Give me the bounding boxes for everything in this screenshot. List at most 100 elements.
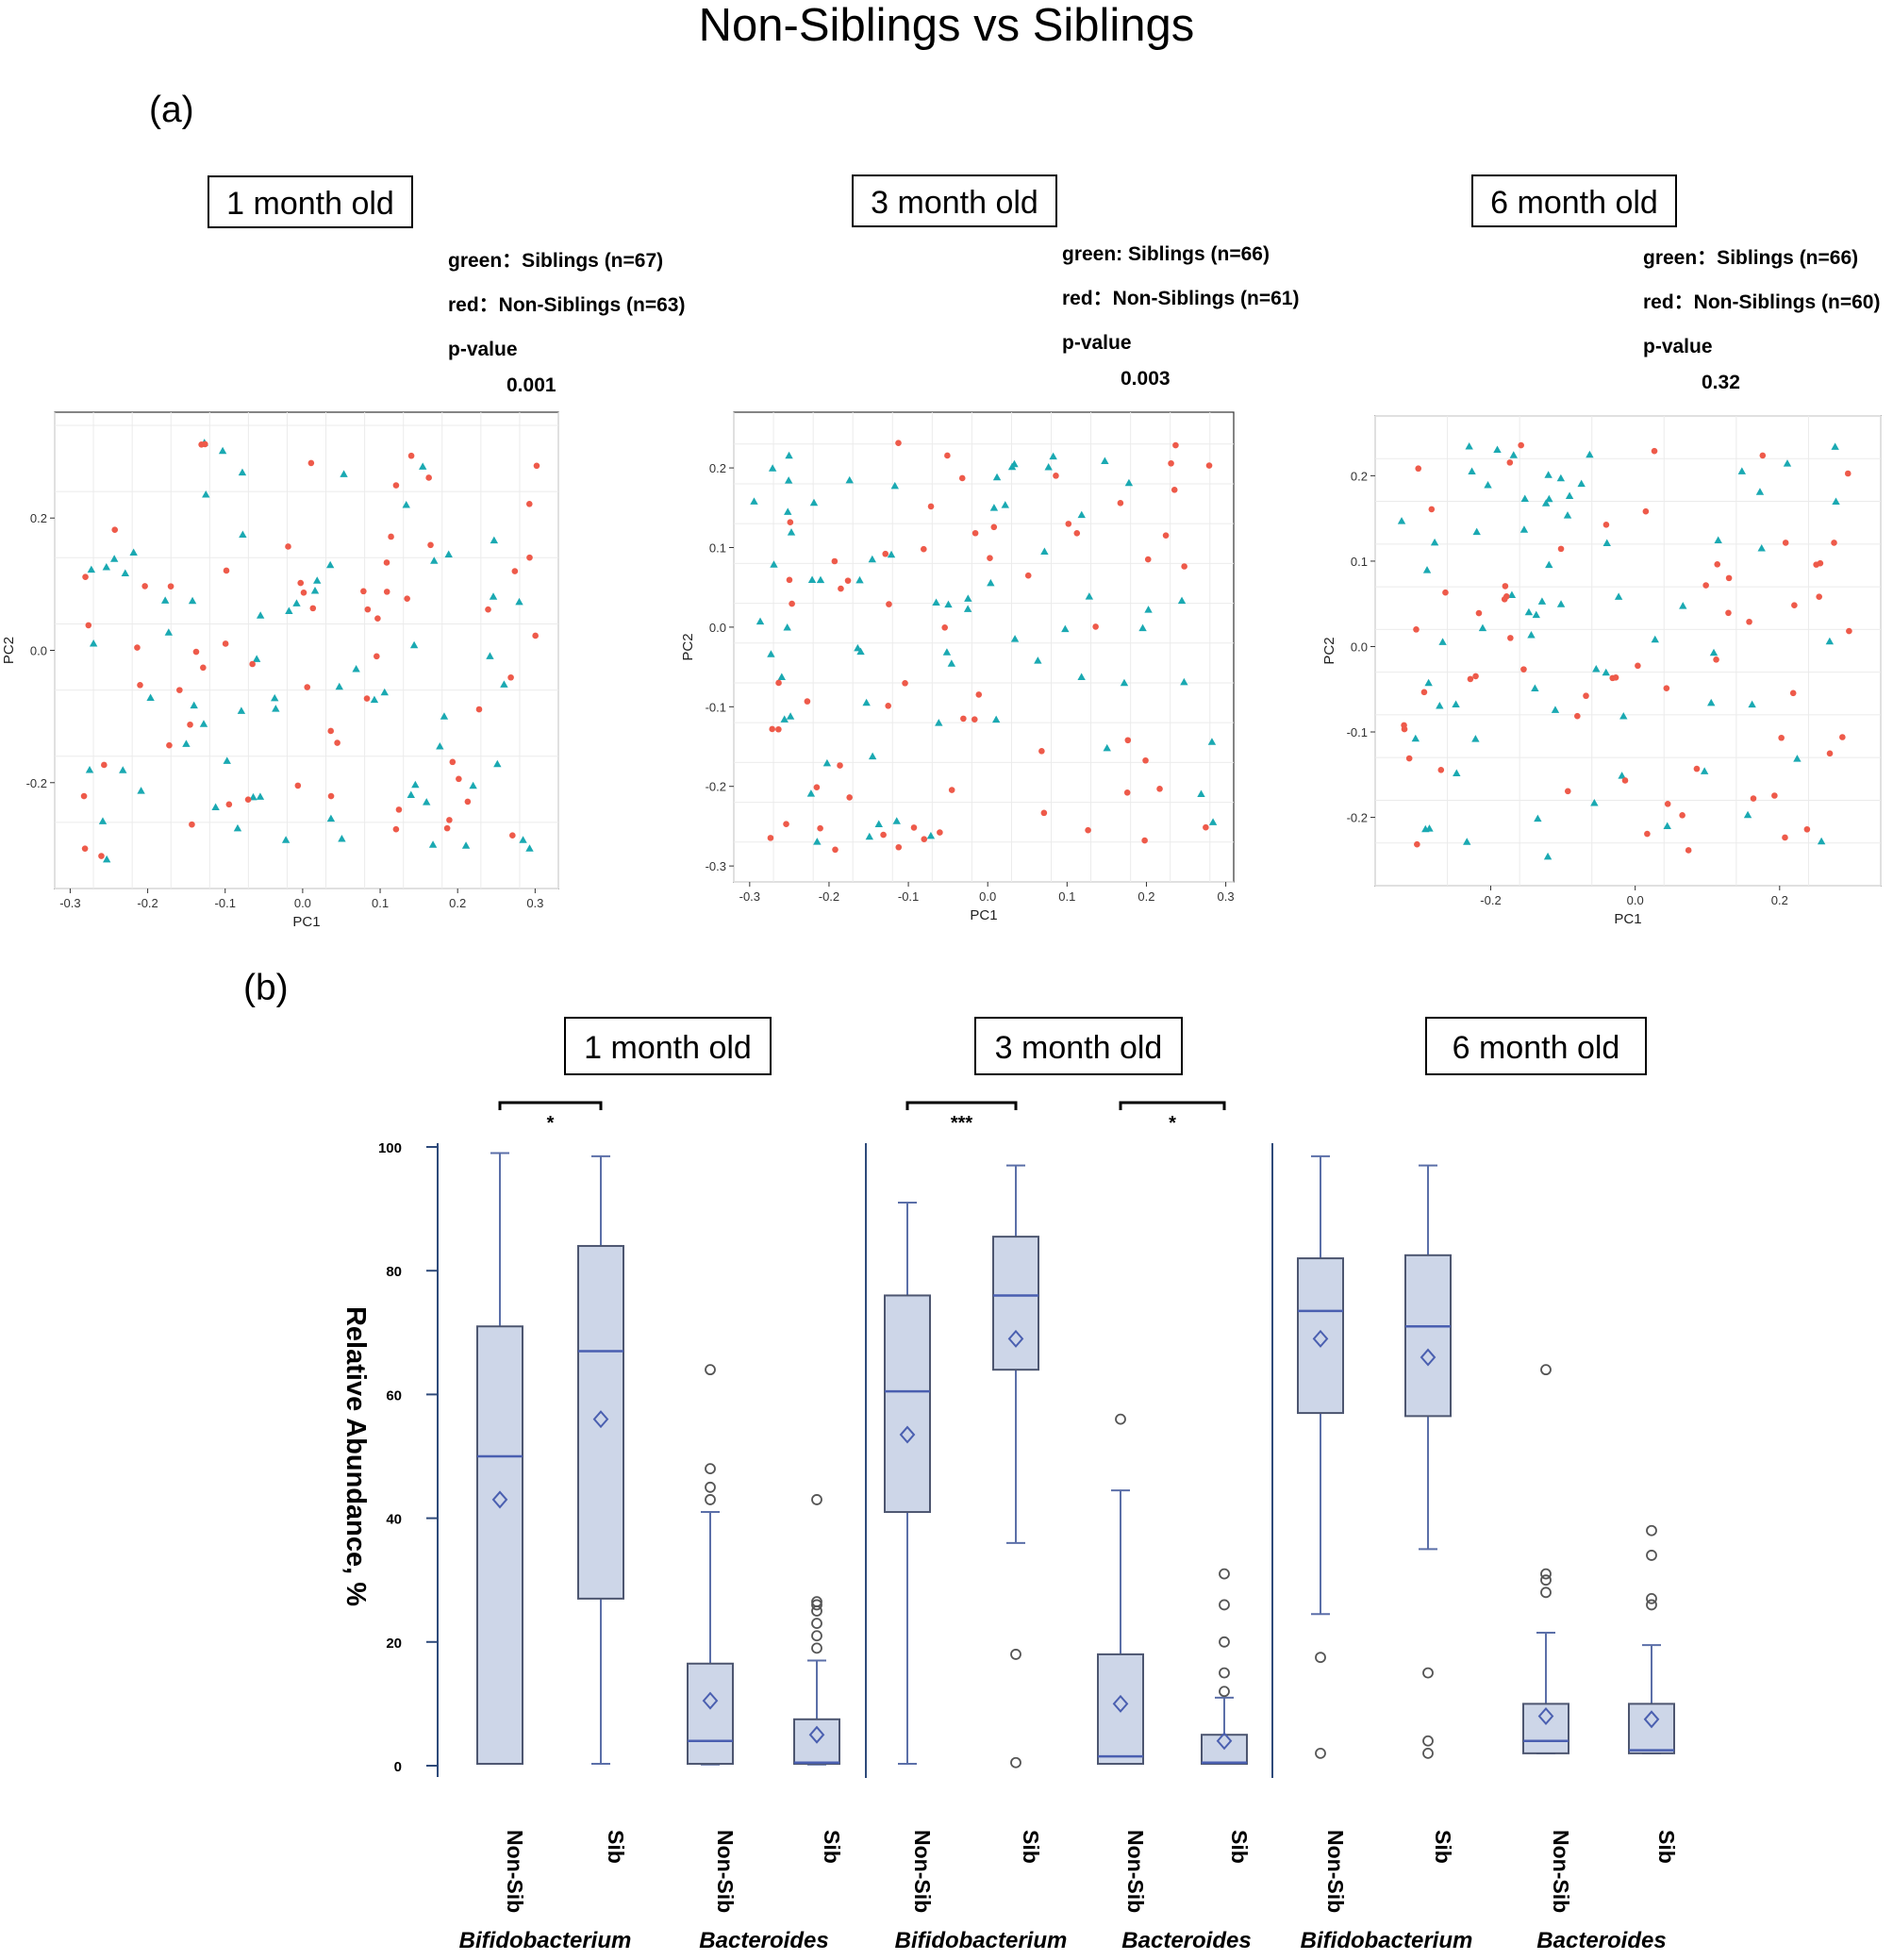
- sibling-point: [338, 834, 346, 842]
- significance-bracket: [905, 1101, 1018, 1110]
- sibling-point: [1077, 673, 1086, 680]
- y-tick-label: 0.1: [709, 540, 726, 555]
- sibling-point: [1825, 637, 1835, 645]
- outlier-point: [1646, 1550, 1657, 1561]
- y-tick-label: -0.1: [1347, 725, 1368, 739]
- sibling-point: [1422, 566, 1432, 573]
- sibling-point: [1532, 610, 1540, 619]
- category-label: Non-Sib: [1123, 1830, 1148, 1913]
- non-sibling-point: [960, 715, 967, 723]
- significance-label: *: [1169, 1113, 1176, 1134]
- sibling-point: [237, 706, 246, 714]
- non-sibling-point: [1038, 748, 1045, 755]
- iqr-box: [577, 1244, 624, 1600]
- sibling-point: [868, 555, 876, 563]
- non-sibling-point: [189, 821, 195, 828]
- x-tick-label: 0.2: [1137, 889, 1154, 904]
- pcoa-6m-plot: -0.2 0.0 0.2 -0.2 -0.1 0.0 0.1 0.2 PC1 PC2: [1321, 415, 1882, 927]
- non-sibling-point: [427, 541, 434, 549]
- sibling-point: [1531, 684, 1539, 691]
- main-title: Non-Siblings vs Siblings: [698, 0, 1195, 51]
- category-label: Non-Sib: [503, 1830, 527, 1913]
- sibling-point: [1619, 711, 1628, 720]
- y-axis-label: Relative Abundance, %: [340, 1306, 371, 1606]
- mean-marker: [1537, 1707, 1554, 1726]
- legend-non-siblings: red：Non-Siblings (n=61): [1062, 288, 1300, 309]
- non-sibling-point: [374, 653, 380, 660]
- non-sibling-point: [297, 579, 305, 587]
- non-sibling-point: [1203, 823, 1209, 831]
- mean-marker: [1112, 1694, 1129, 1713]
- non-sibling-point: [958, 474, 966, 482]
- sibling-point: [411, 780, 420, 789]
- sibling-point: [944, 600, 953, 608]
- outlier-point: [1540, 1586, 1552, 1599]
- sibling-point: [770, 560, 778, 568]
- sibling-point: [238, 468, 247, 476]
- non-sibling-point: [137, 682, 143, 689]
- non-sibling-point: [775, 725, 782, 733]
- sibling-point: [1180, 677, 1188, 686]
- non-sibling-point: [1574, 712, 1581, 720]
- sibling-point: [239, 530, 247, 539]
- sibling-point: [249, 792, 257, 801]
- non-sibling-point: [1803, 825, 1811, 833]
- non-sibling-point: [244, 796, 252, 803]
- sibling-point: [1783, 459, 1792, 467]
- sibling-point: [1543, 852, 1553, 860]
- non-sibling-point: [971, 529, 979, 537]
- non-sibling-point: [141, 583, 148, 590]
- non-sibling-point: [392, 482, 400, 489]
- sibling-point: [750, 497, 758, 505]
- outlier-point: [1646, 1599, 1657, 1611]
- outlier-point: [1540, 1574, 1552, 1586]
- sibling-point: [292, 599, 301, 606]
- x-tick-label: 0.3: [1218, 889, 1235, 904]
- sibling-point: [493, 759, 502, 768]
- non-sibling-point: [309, 605, 317, 612]
- sibling-point: [1556, 600, 1566, 607]
- sibling-point: [1438, 638, 1447, 645]
- legend-siblings: green: Siblings (n=66): [1062, 243, 1270, 265]
- y-tick-label: -0.2: [706, 780, 726, 794]
- pcoa-3m-legend: green: Siblings (n=66) red：Non-Siblings …: [1062, 232, 1299, 393]
- sibling-point: [1001, 501, 1009, 508]
- sibling-point: [1044, 462, 1053, 471]
- sibling-point: [98, 817, 108, 824]
- non-sibling-point: [1693, 765, 1701, 772]
- sibling-point: [768, 464, 777, 472]
- iqr-box: [992, 1236, 1039, 1371]
- non-sibling-point: [1414, 840, 1420, 848]
- y-tick-label: -0.2: [26, 776, 47, 790]
- non-sibling-point: [166, 741, 173, 749]
- sibling-point: [1590, 799, 1599, 806]
- sibling-point: [1817, 837, 1826, 845]
- pvalue-label: p-value: [1643, 336, 1713, 357]
- x-tick-label: 0.2: [1771, 893, 1788, 907]
- sibling-point: [887, 550, 896, 558]
- sibling-point: [1577, 479, 1586, 488]
- non-sibling-point: [285, 543, 291, 550]
- non-sibling-point: [364, 606, 372, 613]
- sibling-point: [854, 643, 862, 652]
- category-label: Sib: [1019, 1830, 1043, 1864]
- sibling-point: [989, 504, 999, 511]
- sibling-point: [784, 476, 793, 484]
- sibling-point: [1614, 592, 1623, 600]
- sibling-point: [313, 576, 322, 584]
- sibling-point: [1602, 668, 1610, 676]
- non-sibling-point: [937, 829, 943, 836]
- sibling-point: [119, 766, 127, 773]
- y-tick-label: 0.2: [1351, 469, 1368, 483]
- non-sibling-point: [222, 640, 229, 647]
- x-tick-label: -0.1: [898, 889, 919, 904]
- non-sibling-point: [249, 660, 256, 668]
- non-sibling-point: [525, 500, 533, 507]
- non-sibling-point: [941, 624, 949, 631]
- non-sibling-point: [1831, 540, 1837, 546]
- sibling-point: [1544, 471, 1553, 478]
- non-sibling-point: [81, 845, 89, 852]
- non-sibling-point: [1816, 593, 1822, 600]
- panel-label-a: (a): [149, 90, 194, 130]
- sibling-point: [380, 688, 389, 696]
